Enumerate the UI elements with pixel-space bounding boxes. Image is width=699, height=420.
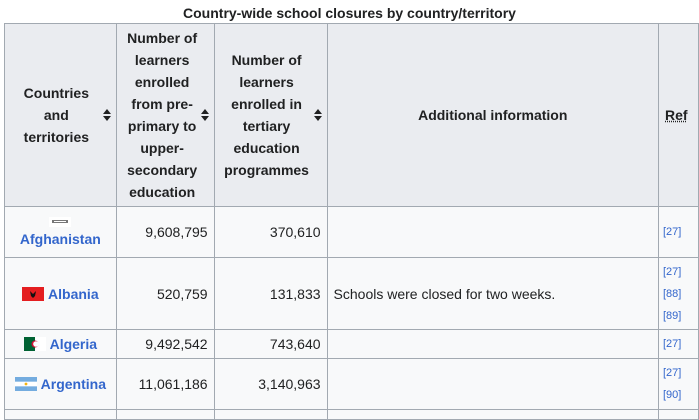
cell-info [326,409,660,420]
cell-tertiary: 3,140,963 [213,358,328,410]
country-link-afghanistan[interactable]: Afghanistan [19,231,101,247]
cell-refs: [27] [658,206,699,258]
ref-link[interactable]: [27] [663,226,682,238]
cell-refs: [27] [90] [658,358,699,410]
ref-link[interactable]: [27] [663,265,682,278]
header-ref-label: Ref [665,107,688,123]
sort-icon[interactable] [200,109,209,121]
country-link-argentina[interactable]: Argentina [40,376,106,392]
cell-learners: 9,492,542 [115,329,215,359]
cell-info: Schools were closed for two weeks. [326,257,660,330]
header-learners-label: Number of learners enrolled from pre-pri… [127,30,198,200]
header-info-label: Additional information [418,107,568,123]
table-row: Albania 520,759 131,833 Schools were clo… [4,257,699,330]
ref-link[interactable]: [27] [663,367,682,379]
header-info: Additional information [326,23,660,207]
cell-country [4,409,117,420]
cell-tertiary: 370,610 [213,206,328,258]
algeria-flag-icon [23,337,46,351]
cell-country: Algeria [4,329,117,359]
cell-info [326,206,660,258]
albania-flag-icon [22,286,45,301]
ref-link[interactable]: [90] [663,389,682,401]
cell-learners: 11,061,186 [115,358,215,410]
header-countries[interactable]: Countries and territories [4,23,117,207]
table-row: Afghanistan 9,608,795 370,610 [27] [4,206,699,258]
table-row: Algeria 9,492,542 743,640 [27] [4,329,699,359]
table-caption: Country-wide school closures by country/… [183,5,516,21]
cell-learners: 520,759 [115,257,215,330]
cell-info [326,329,660,359]
cell-country: Albania [4,257,117,330]
cell-tertiary: 131,833 [213,257,328,330]
cell-info [326,358,660,410]
cell-refs: [27] [88] [89] [658,257,699,330]
ref-link[interactable]: [27] [663,338,682,350]
cell-country: Afghanistan [4,206,117,258]
sort-icon[interactable] [313,109,322,121]
sort-icon[interactable] [102,109,111,121]
table-row [4,409,699,420]
ref-link[interactable]: [88] [663,287,682,300]
header-tertiary-label: Number of learners enrolled in tertiary … [224,52,309,178]
argentina-flag-icon [14,377,37,391]
cell-learners: 9,608,795 [115,206,215,258]
cell-refs: [27] [658,329,699,359]
header-ref[interactable]: Ref [658,23,699,207]
cell-learners [115,409,215,420]
country-link-algeria[interactable]: Algeria [49,336,98,352]
table-row: Argentina 11,061,186 3,140,963 [27] [90] [4,358,699,410]
cell-tertiary [213,409,328,420]
cell-country: Argentina [4,358,117,410]
cell-tertiary: 743,640 [213,329,328,359]
school-closures-table: Countries and territories Number of lear… [4,23,699,420]
header-countries-label: Countries and territories [23,85,90,145]
country-link-albania[interactable]: Albania [48,285,99,302]
ref-link[interactable]: [89] [663,309,682,322]
cell-refs [658,409,699,420]
header-tertiary[interactable]: Number of learners enrolled in tertiary … [213,23,328,207]
afghanistan-flag-icon [49,217,72,227]
header-learners[interactable]: Number of learners enrolled from pre-pri… [115,23,215,207]
